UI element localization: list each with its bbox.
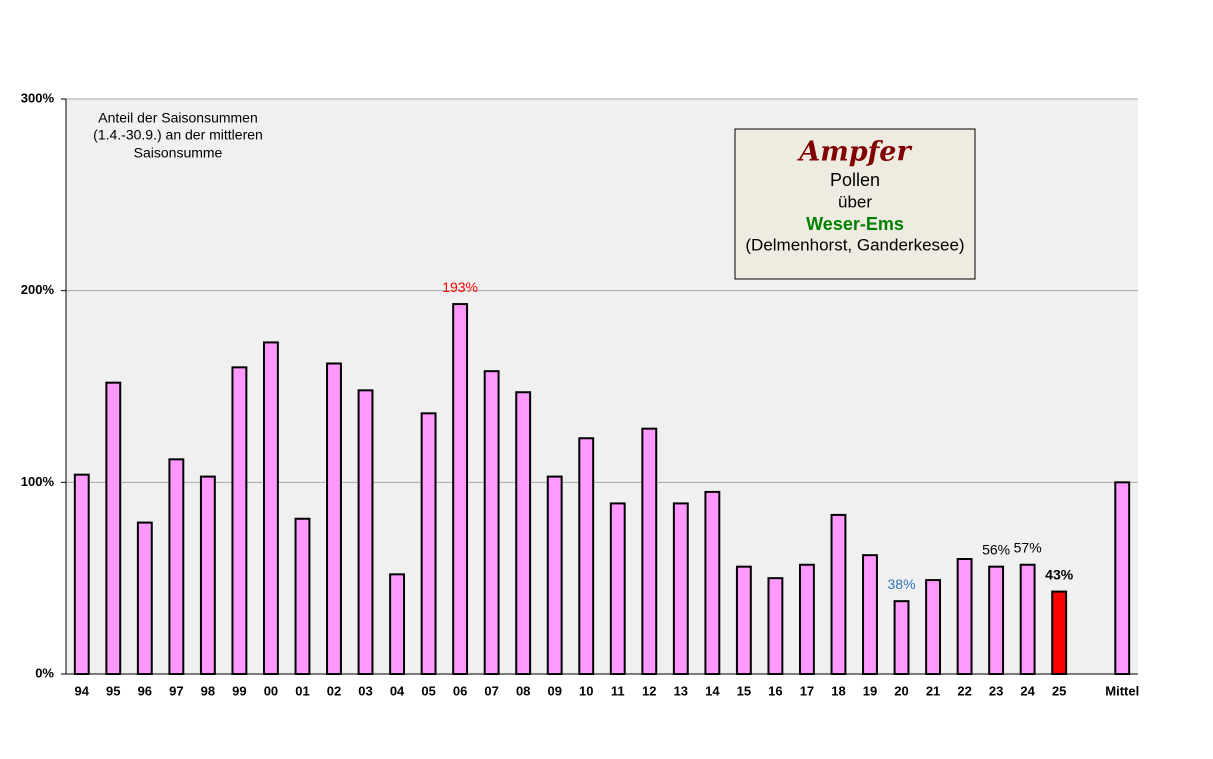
chart-title: Ampfer xyxy=(796,137,912,168)
plot-area xyxy=(66,99,1138,674)
x-tick-label: 15 xyxy=(737,683,751,698)
bar xyxy=(483,370,500,675)
bar xyxy=(988,565,1005,676)
bar xyxy=(704,490,721,675)
data-label: 56% xyxy=(982,541,1010,557)
x-tick-label: 97 xyxy=(169,683,183,698)
data-label: 43% xyxy=(1045,566,1074,582)
bar xyxy=(1051,590,1068,675)
x-tick-label: 17 xyxy=(800,683,814,698)
bar xyxy=(294,517,311,675)
bar xyxy=(925,579,941,675)
x-tick-label: 07 xyxy=(484,683,498,698)
x-tick-label: 12 xyxy=(642,683,656,698)
x-tick-label: 16 xyxy=(768,683,782,698)
x-tick-label: 94 xyxy=(75,683,90,698)
bar xyxy=(546,475,563,676)
x-tick-label: 13 xyxy=(674,683,688,698)
x-tick-label: 05 xyxy=(421,683,435,698)
x-tick-label: 04 xyxy=(390,683,405,698)
y-tick-label: 100% xyxy=(21,474,55,489)
bar xyxy=(231,366,248,675)
note: Saisonsumme xyxy=(134,145,223,161)
title-box xyxy=(734,128,976,280)
bar xyxy=(136,521,153,675)
x-tick-label: 25 xyxy=(1052,683,1066,698)
x-tick-label: 20 xyxy=(894,683,908,698)
bar xyxy=(357,389,374,675)
bar xyxy=(515,391,532,675)
x-tick-label: 96 xyxy=(138,683,152,698)
data-label: 193% xyxy=(442,279,478,295)
bar xyxy=(326,362,342,675)
y-tick-label: 0% xyxy=(35,665,54,680)
x-tick-label: 98 xyxy=(201,683,215,698)
bar xyxy=(641,427,658,675)
bar xyxy=(862,554,878,676)
x-tick-label: 10 xyxy=(579,683,593,698)
x-tick-label: 00 xyxy=(264,683,278,698)
x-tick-label: 01 xyxy=(295,683,309,698)
x-tick-label: Mittel xyxy=(1105,683,1139,698)
bar xyxy=(1114,481,1131,676)
x-tick-label: 14 xyxy=(705,683,720,698)
note: (1.4.-30.9.) an der mittleren xyxy=(93,127,263,143)
data-label: 57% xyxy=(1014,539,1042,555)
bar xyxy=(767,577,784,676)
bar xyxy=(830,513,847,676)
x-tick-label: 02 xyxy=(327,683,341,698)
bar xyxy=(168,458,185,676)
title-line: Weser-Ems xyxy=(806,214,904,234)
x-tick-label: 03 xyxy=(358,683,372,698)
x-tick-label: 95 xyxy=(106,683,120,698)
bar xyxy=(1019,563,1036,675)
x-tick-label: 11 xyxy=(611,683,625,698)
x-tick-label: 21 xyxy=(926,683,940,698)
bar xyxy=(263,341,279,675)
bar xyxy=(420,412,437,675)
y-tick-label: 200% xyxy=(21,282,55,297)
x-tick-label: 24 xyxy=(1020,683,1035,698)
y-tick-label: 300% xyxy=(21,90,55,105)
bar xyxy=(73,473,90,675)
bar xyxy=(799,563,815,675)
x-tick-label: 22 xyxy=(957,683,971,698)
bar xyxy=(893,600,910,676)
x-tick-label: 23 xyxy=(989,683,1003,698)
x-tick-label: 99 xyxy=(232,683,246,698)
x-tick-label: 08 xyxy=(516,683,530,698)
x-tick-label: 06 xyxy=(453,683,467,698)
bar xyxy=(735,565,752,676)
x-tick-label: 18 xyxy=(831,683,845,698)
bar xyxy=(389,573,405,675)
bar xyxy=(105,381,122,675)
x-tick-label: 19 xyxy=(863,683,877,698)
x-tick-label: 09 xyxy=(547,683,561,698)
bar xyxy=(672,502,689,675)
bar xyxy=(956,558,973,675)
title-line: Pollen xyxy=(830,170,880,190)
bar xyxy=(452,303,469,675)
bar xyxy=(578,437,595,675)
bar xyxy=(199,475,216,676)
title-line: über xyxy=(838,192,872,211)
title-line: (Delmenhorst, Ganderkesee) xyxy=(745,235,964,254)
data-label: 38% xyxy=(888,576,916,592)
note: Anteil der Saisonsummen xyxy=(98,110,258,126)
bar xyxy=(609,502,626,675)
